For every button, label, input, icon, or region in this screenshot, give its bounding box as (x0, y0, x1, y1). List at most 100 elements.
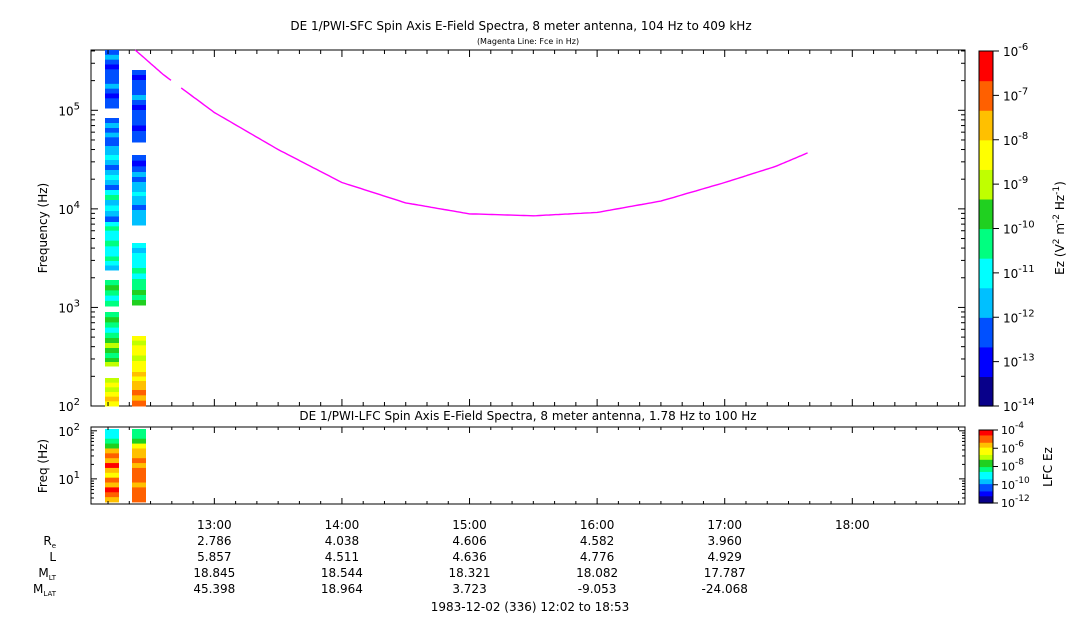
spectrogram-cell (105, 88, 119, 94)
spectrogram-cell (132, 70, 146, 76)
ephemeris-table: Re 2.786 4.038 4.606 4.582 3.960 L 5.857 4.511 4.… (33, 534, 748, 598)
ephemeris-row-label: L (49, 550, 56, 564)
sfc-colorbar: 10-6 10-7 10-8 10-9 10-10 10-11 10-12 10-13 10-1… (978, 42, 1067, 414)
spectrogram-cell (132, 75, 146, 81)
spectrogram-cell (132, 443, 146, 449)
colorbar-swatch (979, 476, 993, 480)
spectrogram-cell (132, 115, 146, 121)
spectrogram-cell (105, 170, 119, 176)
spectrogram-cell (105, 401, 119, 407)
colorbar-swatch (979, 439, 993, 443)
colorbar-swatch (979, 329, 993, 336)
colorbar-swatch (979, 74, 993, 82)
time-axis-labels: 13:00 14:00 15:00 16:00 17:00 18:00 (197, 518, 870, 532)
spectrogram-cell (105, 205, 119, 212)
spectrogram-cell (105, 64, 119, 70)
colorbar-swatch (979, 122, 993, 129)
spectrogram-cell (132, 125, 146, 132)
ephemeris-value: 4.606 (452, 534, 486, 548)
spectrogram-cell (105, 132, 119, 138)
spectrogram-cell (105, 448, 119, 454)
spectrogram-cell (105, 300, 119, 307)
cbar-label-part: ) (1053, 181, 1067, 186)
spectrogram-cell (105, 146, 119, 151)
colorbar-swatch (979, 305, 993, 312)
spectrogram-cell (132, 448, 146, 454)
lfc-spectrogram-cells (105, 429, 146, 503)
spectrogram-cell (132, 177, 146, 183)
colorbar-swatch (979, 430, 993, 434)
colorbar-swatch (979, 394, 993, 401)
spectrogram-cell (105, 155, 119, 161)
ephemeris-row-label: MLAT (33, 582, 57, 598)
lfc-colorbar-label: LFC Ez (1041, 447, 1055, 487)
colorbar-swatch (979, 352, 993, 360)
spectrogram-cell (105, 252, 119, 257)
colorbar-swatch (979, 434, 993, 438)
colorbar-swatch (979, 451, 993, 455)
ephemeris-value: 3.723 (452, 582, 486, 596)
ephemeris-value: 4.776 (580, 550, 614, 564)
colorbar-swatch (979, 133, 993, 141)
spectrogram-cell (132, 492, 146, 498)
colorbar-swatch (979, 483, 993, 487)
spectrogram-cell (105, 59, 119, 65)
x-tick-label: 16:00 (580, 518, 615, 532)
spectrogram-cell (105, 190, 119, 196)
colorbar-swatch (979, 478, 993, 482)
colorbar-swatch (979, 222, 993, 230)
colorbar-swatch (979, 299, 993, 307)
spectrogram-cell (105, 382, 119, 388)
colorbar-tick-label: 10-14 (1003, 397, 1035, 414)
colorbar-swatch (979, 98, 993, 105)
spectrogram-cell (132, 482, 146, 488)
colorbar-swatch (979, 500, 993, 504)
colorbar-swatch (979, 358, 993, 366)
colorbar-swatch (979, 323, 993, 330)
sfc-colorbar-gradient (979, 51, 993, 407)
spectrogram-cell (132, 258, 146, 264)
spectrogram-cell (132, 295, 146, 301)
spectrogram-cell (132, 200, 146, 206)
ephemeris-value: 18.082 (576, 566, 618, 580)
colorbar-swatch (979, 335, 993, 342)
fce-line (134, 49, 808, 217)
colorbar-swatch (979, 293, 993, 301)
spectrogram-cell (132, 385, 146, 391)
spectrogram-cell (105, 343, 119, 349)
spectrogram-cell (132, 284, 146, 291)
spectrogram-cell (105, 137, 119, 143)
colorbar-swatch (979, 388, 993, 395)
spectrogram-cell (105, 472, 119, 479)
ephemeris-value: 2.786 (197, 534, 231, 548)
ephemeris-value: 18.321 (449, 566, 491, 580)
cbar-label-part: Hz (1053, 195, 1067, 214)
spectrogram-cell (105, 123, 119, 129)
spectrogram-cell (105, 175, 119, 181)
colorbar-swatch (979, 498, 993, 502)
colorbar-swatch (979, 246, 993, 253)
spectrogram-cell (132, 372, 146, 377)
sfc-plot-frame (90, 49, 966, 407)
cbar-label-part: Ez (V (1053, 243, 1067, 274)
colorbar-tick-label: 10-13 (1003, 353, 1035, 370)
sfc-chart-title: DE 1/PWI-SFC Spin Axis E-Field Spectra, … (290, 19, 751, 33)
spectrogram-cell (105, 74, 119, 80)
colorbar-swatch (979, 187, 993, 194)
cbar-label-part: m (1053, 223, 1067, 239)
spectrogram-cell (105, 128, 119, 134)
spectrogram-cell (105, 50, 119, 56)
spectrogram-cell (105, 477, 119, 483)
lfc-spectrogram-panel: 101 102 Freq (Hz) (36, 422, 966, 505)
spectrogram-cell (132, 131, 146, 137)
spectrogram-cell (105, 256, 119, 262)
colorbar-swatch (979, 464, 993, 468)
spectrogram-cell (105, 265, 119, 271)
spectrogram-cell (132, 336, 146, 342)
spectrogram-cell (132, 215, 146, 221)
colorbar-swatch (979, 62, 993, 70)
sfc-chart-subtitle: (Magenta Line: Fce in Hz) (477, 37, 579, 46)
colorbar-swatch (979, 181, 993, 188)
spectrogram-cell (132, 253, 146, 259)
y-tick-label: 104 (58, 200, 80, 217)
